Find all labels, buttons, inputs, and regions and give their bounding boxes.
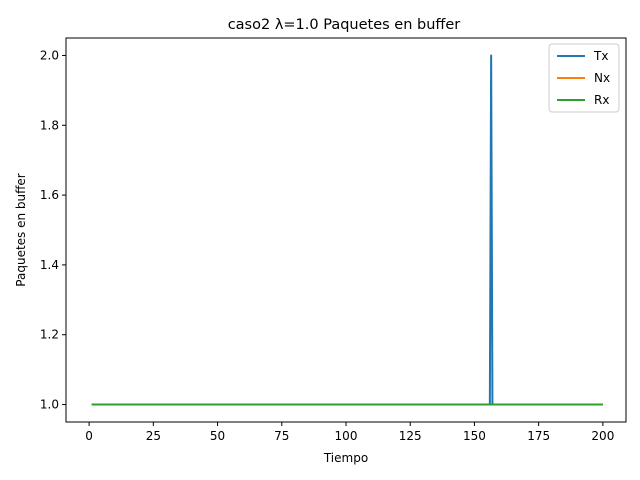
y-tick-label: 2.0 xyxy=(40,48,59,62)
x-tick-label: 0 xyxy=(85,429,93,443)
x-tick-label: 25 xyxy=(146,429,161,443)
y-tick-label: 1.0 xyxy=(40,398,59,412)
series-layer xyxy=(91,54,603,406)
y-tick-label: 1.8 xyxy=(40,118,59,132)
x-tick-label: 100 xyxy=(335,429,358,443)
legend-label-nx: Nx xyxy=(594,71,610,85)
y-axis: 1.0 1.2 1.4 1.6 1.8 2.0 xyxy=(40,48,66,412)
y-axis-label: Paquetes en buffer xyxy=(14,173,28,286)
chart-title: caso2 λ=1.0 Paquetes en buffer xyxy=(228,17,461,33)
x-tick-label: 75 xyxy=(274,429,289,443)
legend: Tx Nx Rx xyxy=(548,43,620,113)
x-tick-label: 150 xyxy=(463,429,486,443)
x-axis-label: Tiempo xyxy=(323,451,368,465)
x-tick-label: 200 xyxy=(591,429,614,443)
x-tick-label: 50 xyxy=(210,429,225,443)
x-tick-label: 125 xyxy=(399,429,422,443)
x-tick-label: 175 xyxy=(527,429,550,443)
y-tick-label: 1.4 xyxy=(40,258,59,272)
legend-label-rx: Rx xyxy=(594,93,609,107)
y-tick-label: 1.2 xyxy=(40,328,59,342)
legend-label-tx: Tx xyxy=(593,49,608,63)
y-tick-label: 1.6 xyxy=(40,188,59,202)
x-axis: 0 25 50 75 100 125 150 175 200 xyxy=(85,422,614,443)
